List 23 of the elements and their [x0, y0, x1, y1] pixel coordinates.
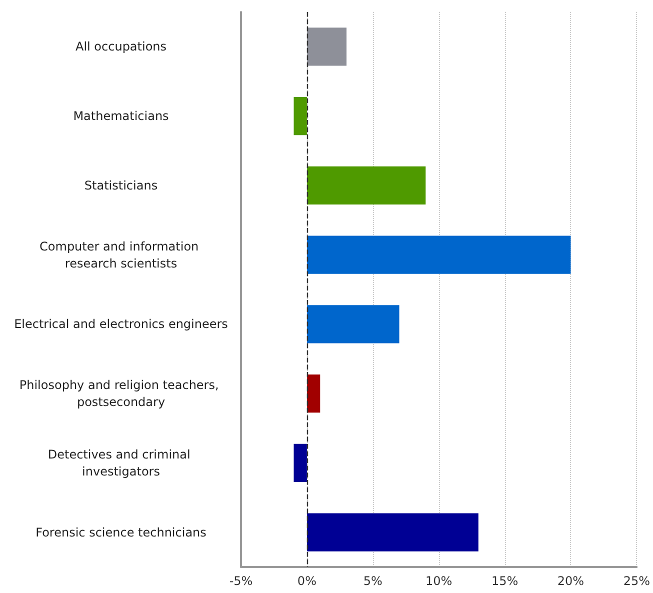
y-tick-label: Computer and information research scientists — [40, 239, 202, 270]
bar — [306, 236, 571, 274]
y-tick-label: Forensic science technicians — [36, 525, 206, 540]
bar — [306, 374, 320, 413]
y-tick-label: Mathematicians — [73, 109, 169, 124]
bar — [306, 513, 478, 552]
x-tick-label: 25% — [623, 574, 650, 588]
x-tick-label: 20% — [557, 574, 584, 588]
x-tick-label: 10% — [425, 574, 452, 588]
y-tick-label: Statisticians — [84, 178, 158, 192]
bar — [294, 444, 307, 482]
x-tick-label: 0% — [297, 574, 316, 588]
bar — [306, 166, 426, 205]
bar — [306, 305, 400, 344]
y-tick-label: All occupations — [75, 40, 167, 54]
x-tick-label: -5% — [229, 574, 253, 588]
bar — [294, 96, 307, 136]
bar — [306, 28, 347, 66]
y-tick-label: Electrical and electronics engineers — [14, 317, 228, 332]
y-tick-label: Detectives and criminal investigators — [48, 447, 194, 478]
x-tick-label: 5% — [363, 574, 382, 588]
x-tick-label: 15% — [491, 574, 518, 588]
y-tick-label: Philosophy and religion teachers, postsecondary — [19, 378, 223, 410]
